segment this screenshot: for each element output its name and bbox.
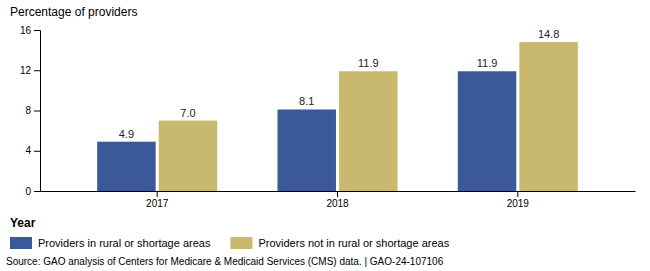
- x-tick: 2019: [507, 191, 530, 209]
- legend-item: Providers in rural or shortage areas: [10, 237, 211, 249]
- y-tick-label: 12: [20, 65, 32, 76]
- legend-label: Providers in rural or shortage areas: [38, 237, 211, 249]
- y-axis-line: [34, 31, 41, 192]
- x-tick-mark: [337, 191, 338, 197]
- y-tick-mark: [34, 70, 40, 71]
- y-axis: 0 4 8 12 16: [20, 25, 41, 197]
- y-tick-label: 4: [25, 145, 31, 156]
- x-tick-label: 2018: [326, 198, 349, 209]
- plot-area: 0 4 8 12 16 2017 2018 2019 4.9 8.1 11.9 7.0 11.9 14.8: [20, 25, 636, 209]
- legend-label: Providers not in rural or shortage areas: [258, 237, 449, 249]
- y-tick: 8: [25, 105, 40, 116]
- bar: [339, 71, 397, 191]
- bars: [97, 42, 578, 191]
- legend-item: Providers not in rural or shortage areas: [230, 237, 449, 249]
- data-labels: 4.9 8.1 11.9 7.0 11.9 14.8: [119, 28, 560, 140]
- x-axis: 2017 2018 2019: [41, 191, 636, 209]
- bar: [277, 109, 335, 191]
- y-tick-mark: [34, 111, 40, 112]
- x-tick-label: 2019: [507, 198, 530, 209]
- y-tick-mark: [34, 151, 40, 152]
- y-tick: 4: [25, 145, 40, 156]
- data-label: 11.9: [358, 57, 379, 69]
- data-label: 11.9: [477, 57, 498, 69]
- x-tick: 2018: [326, 191, 349, 209]
- x-tick-mark: [517, 191, 518, 197]
- y-tick-mark: [34, 30, 40, 31]
- source-note: Source: GAO analysis of Centers for Medi…: [6, 256, 444, 267]
- y-axis-title: Percentage of providers: [10, 5, 137, 19]
- x-axis-title: Year: [10, 216, 36, 230]
- data-label: 14.8: [538, 28, 559, 40]
- y-tick: 12: [20, 65, 40, 76]
- bar: [97, 142, 155, 191]
- data-label: 8.1: [299, 95, 314, 107]
- x-tick-mark: [157, 191, 158, 197]
- y-tick-label: 0: [25, 186, 31, 197]
- y-tick-label: 8: [25, 105, 31, 116]
- y-tick: 16: [20, 25, 40, 36]
- legend-swatch: [10, 237, 32, 249]
- y-tick-mark: [34, 191, 40, 192]
- chart-container: 0 4 8 12 16 2017 2018 2019 4.9 8.1 11.9 7.0 11.9 14.8…: [0, 0, 650, 271]
- bar: [519, 42, 577, 191]
- bar: [458, 71, 516, 191]
- data-label: 7.0: [180, 107, 195, 119]
- chart: 0 4 8 12 16 2017 2018 2019 4.9 8.1 11.9 7.0 11.9 14.8…: [0, 0, 650, 271]
- y-tick-label: 16: [20, 25, 32, 36]
- bar: [159, 121, 217, 191]
- y-tick: 0: [25, 186, 40, 197]
- data-label: 4.9: [119, 128, 134, 140]
- legend: Providers in rural or shortage areas Prov…: [10, 237, 450, 249]
- x-tick: 2017: [146, 191, 169, 209]
- legend-swatch: [230, 237, 252, 249]
- x-tick-label: 2017: [146, 198, 169, 209]
